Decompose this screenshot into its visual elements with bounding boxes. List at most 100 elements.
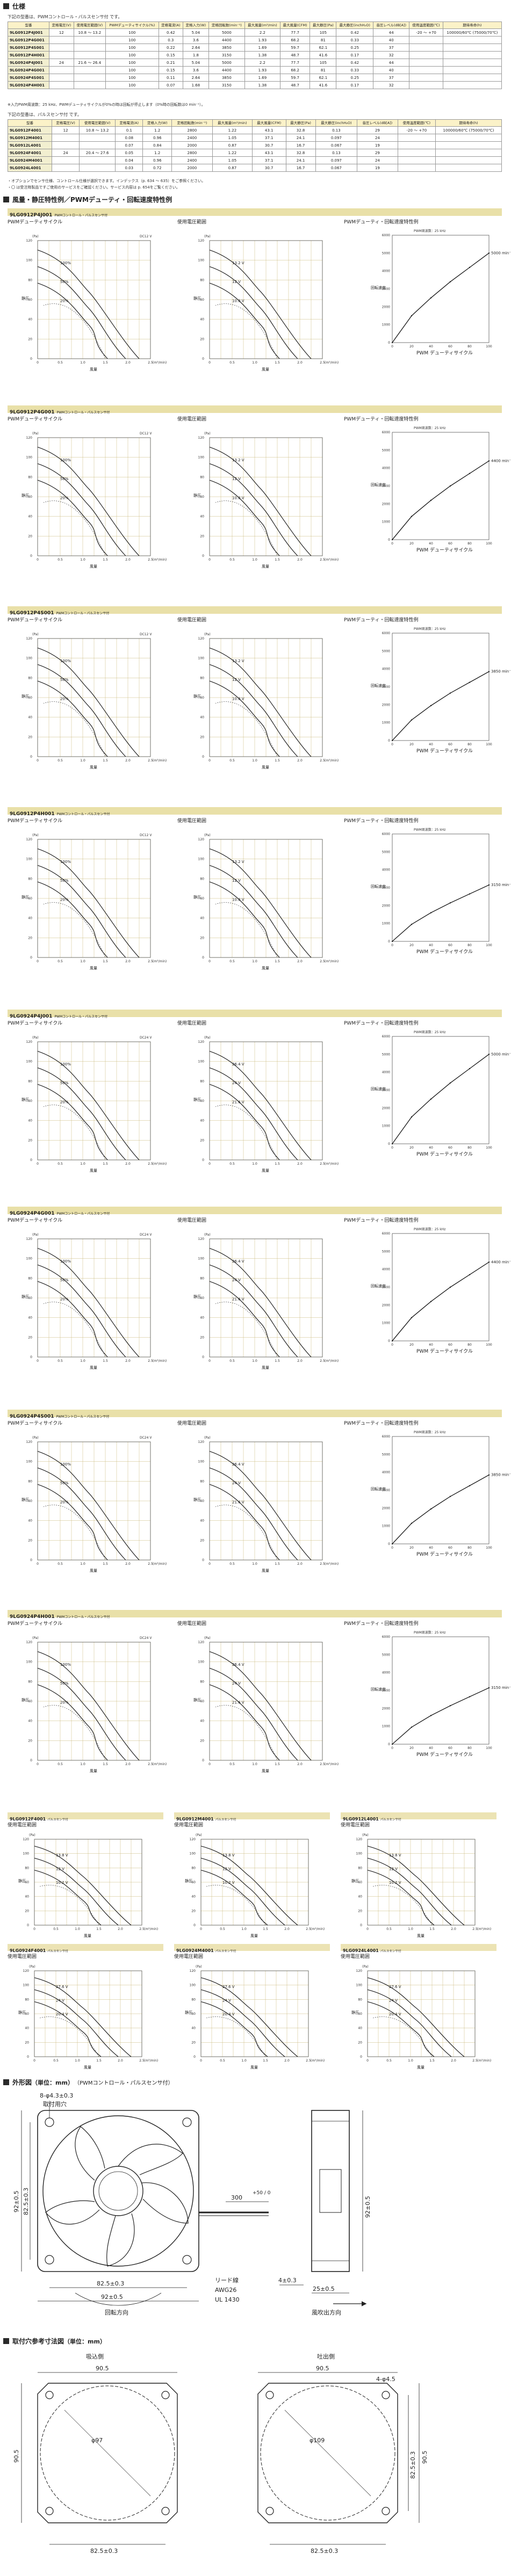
y-tick: 40 bbox=[191, 1895, 196, 1899]
dim-side-h: 92±0.5 bbox=[364, 2196, 371, 2218]
pq-curve bbox=[37, 848, 140, 958]
spec-value-cell: 1.8 bbox=[183, 51, 209, 59]
y-tick: 100 bbox=[198, 858, 205, 861]
y-tick: 60 bbox=[28, 1700, 32, 1703]
x-axis-label: 風量 bbox=[84, 1934, 91, 1938]
spec-row: 9LG0912P4S001 100 0.22 2.64 3850 1.69 59.7 62.1… bbox=[7, 43, 502, 52]
rpm-x-tick: 100 bbox=[486, 542, 492, 546]
rpm-point bbox=[449, 1082, 451, 1084]
rpm-y-tick: 5000 bbox=[382, 649, 390, 653]
spec-value-cell: 19 bbox=[357, 164, 398, 172]
pq-curve-label: 50% bbox=[60, 678, 69, 682]
x-tick: 0 bbox=[200, 1927, 202, 1931]
rpm-x-tick: 20 bbox=[409, 542, 414, 546]
x-tick: 0.5 bbox=[57, 1162, 63, 1166]
rpm-y-tick: 0 bbox=[388, 538, 390, 542]
rpm-y-tick: 0 bbox=[388, 940, 390, 944]
y-tick: 120 bbox=[198, 838, 205, 841]
dim-w-mount: 82.5±0.3 bbox=[97, 2280, 124, 2287]
rpm-y-tick: 5000 bbox=[382, 850, 390, 854]
pq-curve-label: 26.4 V bbox=[232, 1462, 244, 1467]
x-tick: 2.0 bbox=[297, 1562, 303, 1566]
x-tick: 0 bbox=[37, 1162, 39, 1166]
rpm-point bbox=[469, 1274, 471, 1275]
rpm-x-tick: 0 bbox=[391, 1343, 393, 1347]
rpm-y-tick: 6000 bbox=[382, 632, 390, 635]
x-tick: 1.0 bbox=[80, 1359, 85, 1363]
y-tick: 0 bbox=[202, 1158, 204, 1162]
spec-header-cell: 最大静圧(Pa) bbox=[285, 119, 316, 127]
pq-curve bbox=[209, 1248, 312, 1358]
spec-model-cell: 9LG0924P4J001 bbox=[7, 59, 50, 67]
rpm-x-tick: 80 bbox=[467, 944, 472, 947]
x-tick: 1.0 bbox=[80, 558, 85, 562]
spec-value-cell bbox=[442, 51, 502, 59]
x-tick: 1.5 bbox=[275, 1359, 280, 1363]
pwm-freq: PWM周波数：25 kHz bbox=[414, 627, 445, 631]
rpm-y-tick: 1000 bbox=[382, 520, 390, 524]
rpm-x-tick: 20 bbox=[409, 743, 414, 746]
spec-value-cell bbox=[435, 149, 502, 157]
x-tick: 1.5 bbox=[263, 1927, 268, 1931]
pq-curve bbox=[37, 480, 108, 556]
y-tick: 120 bbox=[198, 1237, 205, 1241]
pwm-freq: PWM周波数：25 kHz bbox=[414, 426, 445, 430]
x-tick: 2.5 bbox=[148, 361, 153, 365]
exhaust-w2: 82.5±0.3 bbox=[311, 2548, 338, 2555]
rpm-x-tick: 40 bbox=[429, 743, 433, 746]
pq-curve bbox=[209, 648, 312, 757]
x-tick: 1.0 bbox=[252, 759, 257, 763]
pq-curve-label: 12 V bbox=[389, 1867, 398, 1871]
mini-panel-title: 使用電圧範囲 bbox=[174, 1954, 204, 1960]
x-tick: 2.5 bbox=[472, 2059, 478, 2063]
x-tick: 1.5 bbox=[96, 1927, 102, 1931]
x-tick: 2.0 bbox=[297, 1762, 303, 1766]
model-chart-svg: 100% 50% 20% 0 20 40 60 80 100 120 0 0.5 1.0 1.5 2.0 2.… bbox=[21, 1630, 511, 1773]
spec-value-cell: 100 bbox=[105, 28, 159, 37]
x-tick: 0 bbox=[208, 1359, 211, 1363]
x-tick: 0.5 bbox=[57, 558, 63, 562]
x-tick: 2.0 bbox=[125, 558, 131, 562]
pwm-freq: PWM周波数：25 kHz bbox=[414, 1430, 445, 1434]
pq-curve bbox=[209, 1651, 312, 1761]
mini-chart-svg: 27.6 V 24 V 20.4 V 0 20 40 60 80 100 120 0 0.5 1.0 1.… bbox=[18, 1965, 158, 2070]
y-tick: 80 bbox=[25, 1866, 29, 1870]
rpm-point bbox=[488, 1054, 490, 1055]
y-tick: 60 bbox=[200, 696, 204, 700]
panel-title: PWMデューティ・回転速度特性例 bbox=[344, 220, 419, 225]
spec-value-cell: 2000 bbox=[171, 141, 213, 149]
y-tick: 100 bbox=[190, 1852, 196, 1856]
unit-m3: (m³/min) bbox=[325, 558, 339, 562]
rpm-series-line bbox=[392, 1054, 490, 1144]
rpm-x-tick: 80 bbox=[467, 1546, 472, 1550]
pq-curve-label: 50% bbox=[60, 280, 69, 284]
x-tick: 2.5 bbox=[320, 1762, 325, 1766]
x-tick: 2.0 bbox=[297, 361, 303, 365]
spec-value-cell: 1.22 bbox=[212, 126, 253, 134]
pq-curve bbox=[367, 1846, 465, 1926]
y-tick: 80 bbox=[28, 1079, 32, 1083]
y-tick: 120 bbox=[198, 239, 205, 243]
rpm-y-label: 回転速度 bbox=[371, 884, 386, 889]
rpm-x-tick: 60 bbox=[448, 1746, 452, 1750]
panel-title: 使用電圧範囲 bbox=[177, 1621, 207, 1627]
panel-title: PWMデューティサイクル bbox=[8, 220, 63, 225]
y-tick: 80 bbox=[28, 1276, 32, 1280]
rpm-y-tick: 5000 bbox=[382, 1453, 390, 1456]
y-tick: 0 bbox=[30, 554, 32, 558]
model-bar: 9LG0912P4S001 PWMコントロール・パルスセンサ付 bbox=[8, 606, 502, 616]
rpm-point bbox=[488, 671, 490, 672]
pq-curve bbox=[209, 1667, 298, 1761]
y-axis-label: 静圧 bbox=[193, 1697, 201, 1702]
spec-value-cell bbox=[435, 141, 502, 149]
spec-value-cell bbox=[397, 149, 436, 157]
y-tick: 100 bbox=[198, 1460, 205, 1464]
y-tick: 100 bbox=[198, 456, 205, 460]
rpm-point bbox=[430, 1715, 432, 1716]
intake-phi: φ97 bbox=[91, 2437, 103, 2444]
pq-curve bbox=[37, 1484, 108, 1561]
spec-value-cell: 1.22 bbox=[212, 149, 253, 157]
spec-header-cell: 定格回転数(min⁻¹) bbox=[171, 119, 213, 127]
rpm-y-tick: 3000 bbox=[382, 886, 390, 890]
spec-value-cell bbox=[409, 81, 443, 89]
